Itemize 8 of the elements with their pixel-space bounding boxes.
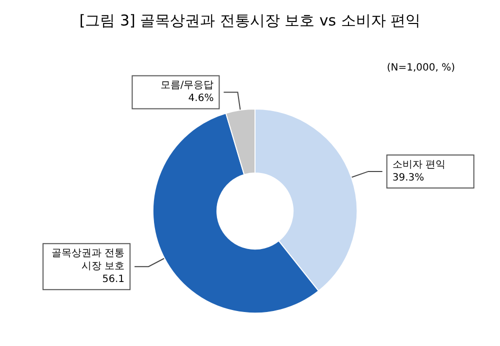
chart-subtitle: (N=1,000, %) (386, 62, 456, 74)
slice-label: 골목상권과 전통시장 보호 (51, 248, 125, 272)
data-label: 39.3% (392, 172, 424, 184)
data-label: 4.6% (188, 93, 214, 104)
slice-label: 모름/무응답 (160, 80, 214, 92)
data-label: 56.1 (102, 274, 125, 286)
chart-title: [그림 3] 골목상권과 전통시장 보호 vs 소비자 편익 (79, 12, 421, 30)
slice-label: 소비자 편익 (392, 159, 446, 170)
